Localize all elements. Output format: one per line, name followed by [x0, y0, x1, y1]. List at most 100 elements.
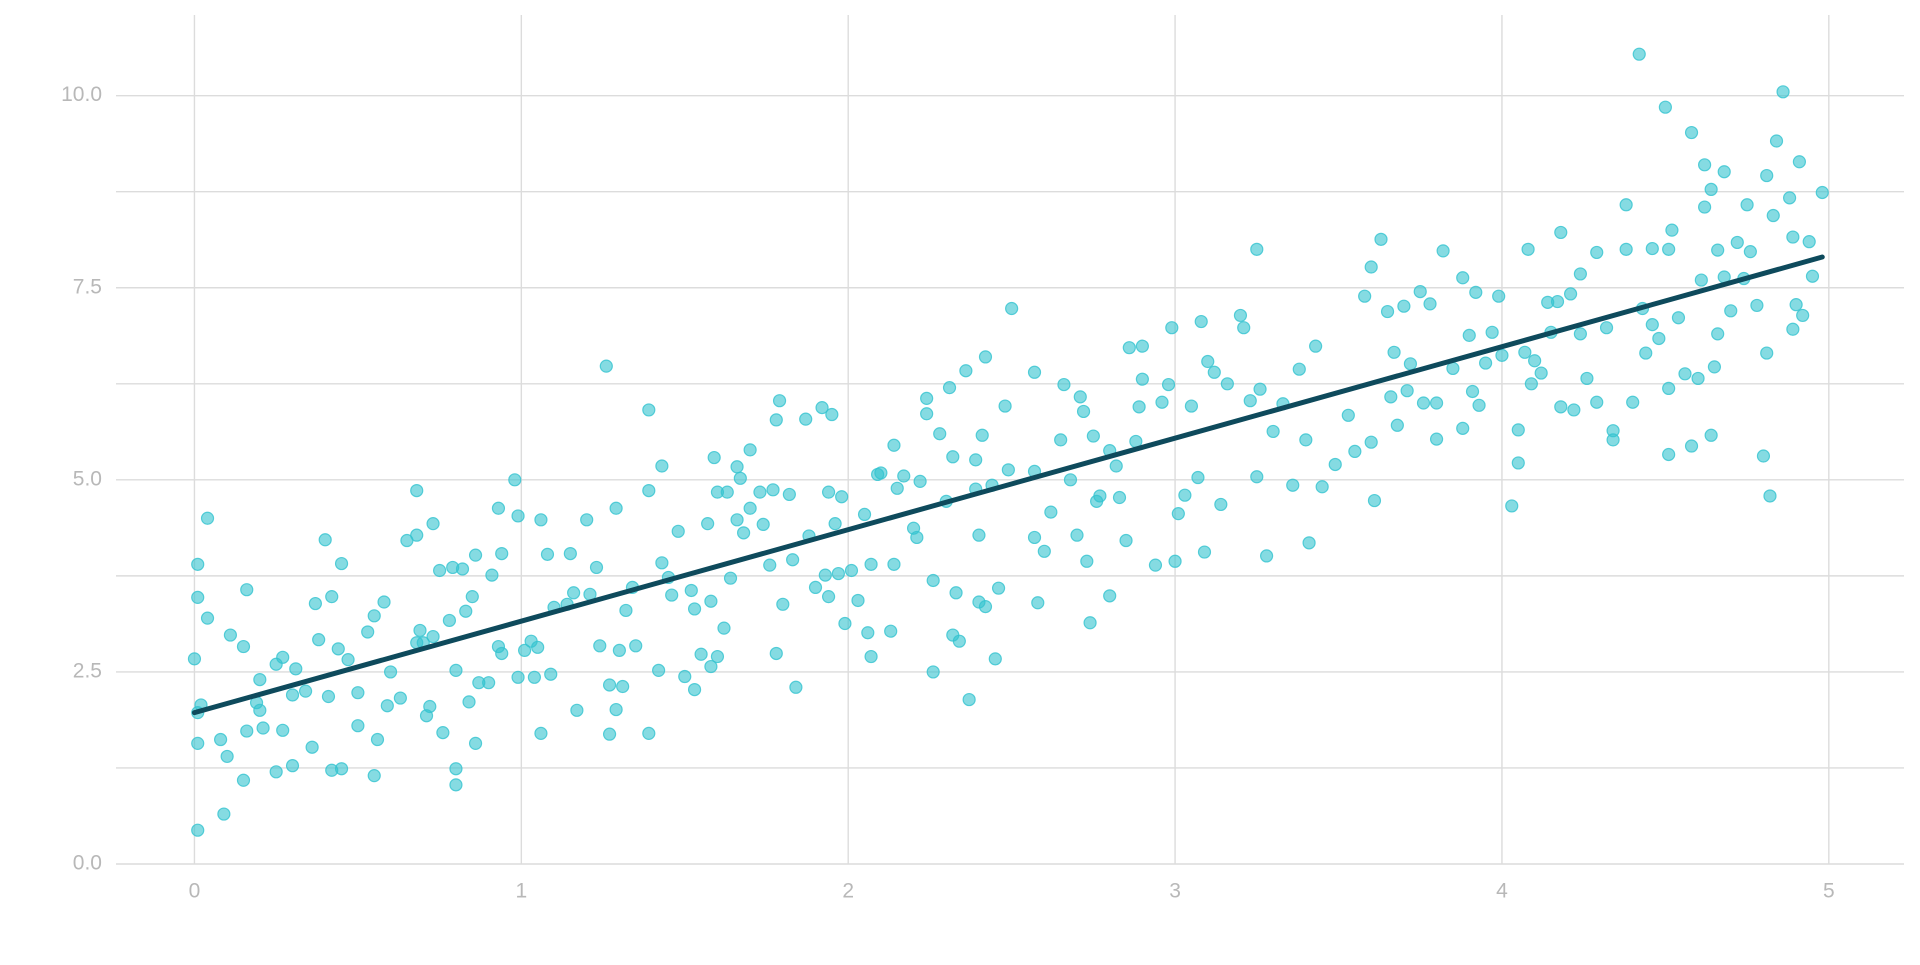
point [772, 394, 787, 408]
point [831, 566, 845, 581]
point [972, 528, 986, 542]
point [769, 413, 783, 427]
point [508, 473, 522, 487]
point [828, 517, 842, 531]
point [1083, 616, 1097, 630]
point [1645, 241, 1659, 256]
point [959, 364, 973, 378]
point [1027, 365, 1042, 379]
point [1805, 269, 1820, 283]
point [1704, 182, 1718, 197]
point [276, 723, 290, 737]
point [1472, 398, 1486, 412]
point [707, 450, 721, 465]
point [701, 517, 715, 531]
point [305, 740, 319, 754]
point [1802, 235, 1816, 249]
point [285, 688, 300, 702]
point [240, 724, 254, 738]
point [1662, 242, 1676, 256]
point [1662, 447, 1676, 462]
point [616, 679, 630, 694]
point [619, 603, 633, 618]
point [531, 640, 545, 654]
point [926, 665, 940, 679]
point [1521, 242, 1535, 256]
point [220, 749, 234, 764]
point [426, 629, 440, 644]
point [1756, 449, 1771, 463]
point [978, 600, 993, 614]
point [1792, 155, 1807, 169]
point [766, 483, 780, 497]
point [253, 703, 267, 717]
point [1237, 321, 1251, 335]
point [1465, 384, 1480, 399]
point [1400, 384, 1414, 398]
point [567, 586, 581, 600]
point [1253, 382, 1267, 396]
point [449, 663, 463, 677]
point [187, 652, 202, 666]
point [1750, 298, 1764, 313]
point [684, 583, 698, 598]
point [289, 662, 303, 676]
point [1760, 346, 1774, 360]
point [1492, 289, 1506, 303]
point [308, 596, 322, 611]
x-tick-label: 3 [1169, 880, 1181, 903]
point [942, 381, 957, 395]
point [998, 399, 1012, 413]
point [629, 639, 643, 653]
point [1073, 390, 1087, 404]
point [318, 533, 332, 547]
point [1220, 377, 1234, 391]
point [723, 571, 738, 585]
y-tick-label: 7.5 [73, 275, 102, 298]
point [991, 581, 1006, 595]
point [223, 628, 238, 642]
point [1665, 223, 1679, 237]
point [946, 450, 960, 464]
x-tick-label: 1 [515, 880, 527, 903]
point [1782, 191, 1797, 205]
point [495, 646, 509, 661]
point [1652, 331, 1666, 346]
point [351, 719, 365, 733]
point [753, 485, 767, 499]
point [1358, 289, 1372, 303]
point [1786, 230, 1800, 244]
point [341, 653, 355, 667]
point [517, 643, 532, 658]
point [377, 595, 391, 609]
point [1292, 362, 1306, 376]
point [975, 428, 989, 442]
point [413, 623, 427, 638]
point [821, 590, 836, 604]
point [1207, 365, 1221, 379]
point [1302, 536, 1316, 550]
point [671, 524, 685, 538]
point [544, 667, 558, 681]
point [1511, 456, 1525, 470]
point [423, 699, 437, 714]
point [1694, 273, 1708, 287]
point [1590, 245, 1604, 260]
point [1250, 470, 1264, 484]
point [844, 563, 859, 578]
point [1165, 321, 1179, 335]
point [687, 682, 702, 697]
point [890, 481, 904, 495]
point [786, 553, 800, 567]
point [580, 513, 594, 527]
point [861, 626, 875, 640]
point [534, 513, 548, 527]
point [1485, 325, 1499, 339]
point [1367, 493, 1382, 508]
point [704, 659, 718, 674]
point [1717, 165, 1731, 179]
point [410, 528, 424, 542]
point [1573, 327, 1587, 341]
point [687, 602, 702, 616]
